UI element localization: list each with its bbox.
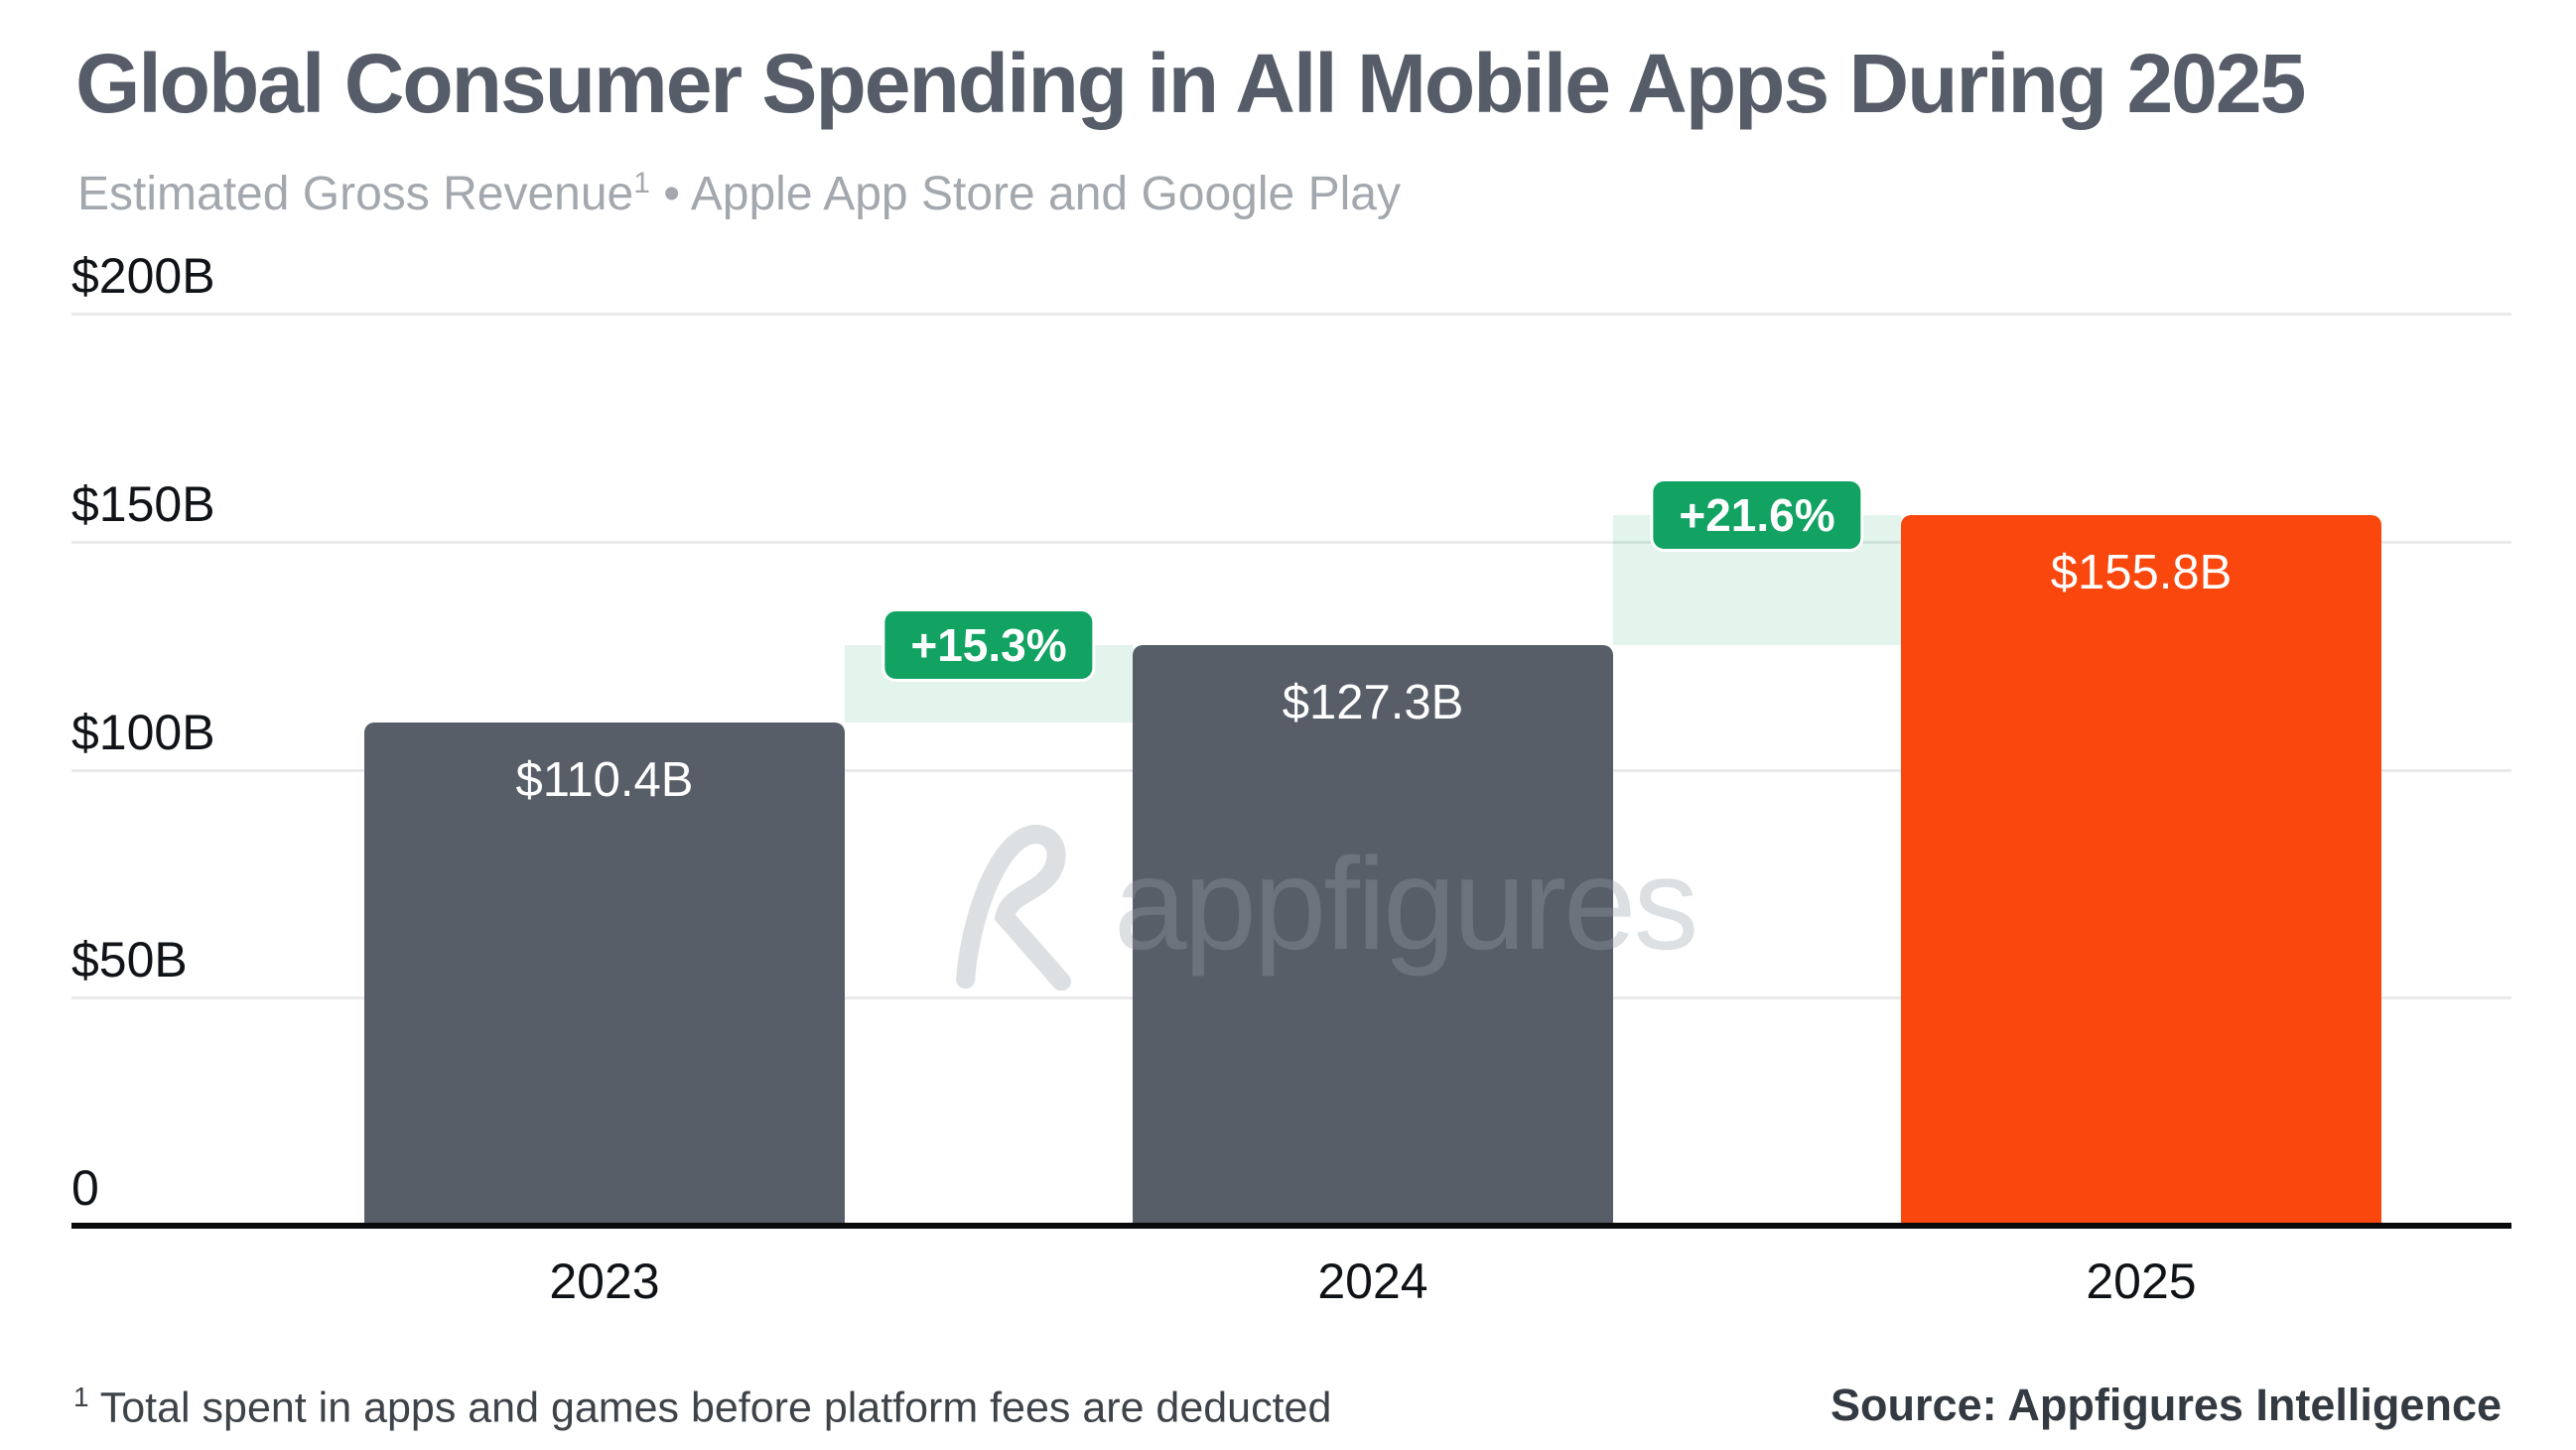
growth-badge: +21.6% [1650,478,1864,553]
bar-2023: $110.4B [364,722,845,1226]
y-axis-tick-label: $50B [71,932,188,989]
y-axis-tick-label: $150B [71,475,215,532]
bar-value-label: $127.3B [1282,676,1464,730]
y-axis-tick-label: 0 [71,1160,99,1216]
bar-2025: $155.8B [1901,515,2381,1226]
gridline-150 [71,540,2511,544]
x-axis-label-2024: 2024 [1317,1253,1428,1309]
x-axis-label-2023: 2023 [549,1253,660,1309]
y-axis-tick-label: $200B [71,248,215,304]
subtitle-suffix: • Apple App Store and Google Play [649,168,1401,220]
subtitle-prefix: Estimated Gross Revenue [77,168,634,220]
subtitle-footnote-marker: 1 [633,167,650,199]
x-axis-label-2025: 2025 [2086,1253,2197,1309]
growth-badge: +15.3% [881,608,1096,683]
footnote-text: Total spent in apps and games before pla… [88,1384,1332,1432]
chart-subtitle: Estimated Gross Revenue1 • Apple App Sto… [77,167,1401,221]
gridline-200 [71,313,2511,316]
x-axis-line [71,1223,2511,1229]
bar-value-label: $155.8B [2050,546,2233,600]
bar-value-label: $110.4B [515,752,694,807]
footnote: 1 Total spent in apps and games before p… [73,1382,1331,1432]
bar-2024: $127.3B [1133,645,1613,1226]
footnote-marker: 1 [73,1382,89,1412]
y-axis-tick-label: $100B [71,704,215,760]
page-title: Global Consumer Spending in All Mobile A… [75,37,2306,130]
source-credit: Source: Appfigures Intelligence [1830,1380,2502,1430]
